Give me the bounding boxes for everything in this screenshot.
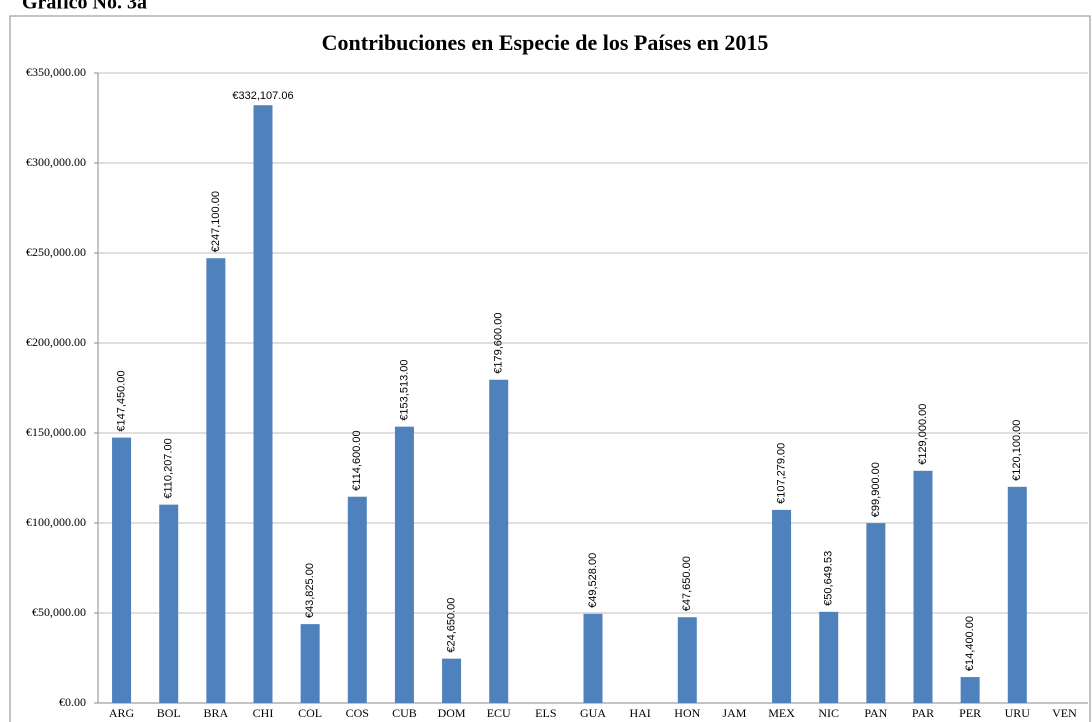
x-tick-label: ELS: [535, 706, 556, 720]
value-label: €47,650.00: [681, 556, 693, 611]
bar: [1007, 486, 1027, 703]
bar: [300, 624, 320, 703]
x-tick-label: GUA: [580, 706, 606, 720]
y-tick-label: €250,000.00: [26, 245, 86, 259]
x-tick-label: URU: [1005, 706, 1031, 720]
bar: [677, 617, 697, 703]
bar: [772, 509, 792, 703]
value-label: €99,900.00: [870, 462, 882, 517]
x-tick-label: HON: [674, 706, 700, 720]
x-tick-label: BRA: [204, 706, 229, 720]
value-label: €49,528.00: [587, 553, 599, 608]
bar: [206, 258, 226, 703]
x-tick-label: NIC: [818, 706, 839, 720]
bar: [819, 611, 839, 703]
bar: [442, 658, 462, 703]
x-tick-label: COL: [298, 706, 322, 720]
x-tick-label: JAM: [722, 706, 746, 720]
value-label: €107,279.00: [775, 443, 787, 504]
y-tick-label: €100,000.00: [26, 515, 86, 529]
bar: [866, 523, 886, 703]
y-tick-label: €0.00: [59, 695, 86, 709]
y-tick-label: €200,000.00: [26, 335, 86, 349]
bar: [347, 496, 367, 703]
x-tick-label: PAR: [912, 706, 934, 720]
value-label: €14,400.00: [964, 616, 976, 671]
y-tick-label: €150,000.00: [26, 425, 86, 439]
x-tick-label: PAN: [864, 706, 887, 720]
x-tick-label: PER: [959, 706, 981, 720]
value-label: €110,207.00: [163, 438, 175, 498]
x-tick-label: VEN: [1052, 706, 1077, 720]
bar: [253, 105, 273, 704]
bar: [489, 379, 509, 703]
bar: [159, 504, 179, 703]
x-tick-label: CHI: [253, 706, 274, 720]
value-label: €332,107.06: [232, 90, 293, 102]
value-label: €50,649.53: [823, 551, 835, 606]
x-tick-label: CUB: [392, 706, 417, 720]
value-label: €147,450.00: [115, 370, 127, 431]
value-label: €24,650.00: [445, 598, 457, 653]
value-label: €114,600.00: [351, 430, 363, 490]
value-label: €247,100.00: [210, 191, 222, 252]
value-label: €153,513.00: [398, 360, 410, 421]
x-tick-label: MEX: [768, 706, 795, 720]
x-tick-label: ECU: [487, 706, 511, 720]
y-tick-label: €350,000.00: [26, 65, 86, 79]
x-tick-label: DOM: [438, 706, 466, 720]
chart-title: Contribuciones en Especie de los Países …: [322, 30, 769, 55]
x-tick-label: COS: [346, 706, 369, 720]
bar: [583, 613, 603, 703]
value-label: €120,100.00: [1011, 420, 1023, 481]
value-label: €129,000.00: [917, 404, 929, 465]
chart-frame: [9, 15, 1091, 722]
value-label: €179,600.00: [493, 313, 505, 374]
bar: [960, 677, 980, 703]
page-label: Gráfico No. 3a: [22, 0, 147, 14]
bar: [913, 470, 933, 703]
x-tick-label: BOL: [157, 706, 181, 720]
y-tick-label: €50,000.00: [32, 605, 86, 619]
value-label: €43,825.00: [304, 563, 316, 618]
bar: [112, 437, 132, 703]
x-tick-label: HAI: [629, 706, 650, 720]
y-tick-label: €300,000.00: [26, 155, 86, 169]
x-tick-label: ARG: [109, 706, 135, 720]
bar: [394, 426, 414, 703]
